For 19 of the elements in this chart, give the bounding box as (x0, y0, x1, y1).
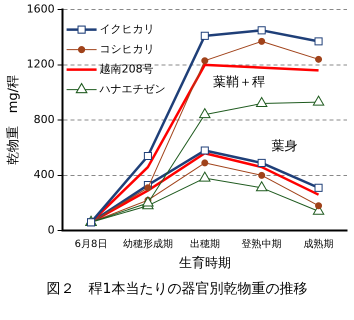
x-tick-label: 登熟中期 (242, 238, 282, 250)
legend-label: イクヒカリ (100, 22, 155, 36)
x-tick-label: 6月8日 (74, 239, 108, 250)
x-tick-label: 幼穂形成期 (122, 238, 173, 250)
x-axis-title: 生育時期 (178, 254, 231, 271)
annotation: 葉鞘＋稈 (212, 74, 265, 90)
y-axis-title: 乾物重 mg/稈 (6, 74, 22, 166)
text: 図２ 稈1本当たりの器官別乾物重の推移 (46, 281, 308, 298)
annotation: 葉身 (271, 138, 298, 154)
y-tick-label: 400 (34, 168, 55, 182)
legend-label: 越南208号 (100, 62, 154, 76)
y-tick-label: 1200 (26, 58, 55, 71)
legend-label: ハナエチゼン (98, 82, 166, 96)
y-tick-label: 800 (34, 112, 55, 126)
y-tick-label: 1600 (26, 2, 55, 16)
x-tick-label: 成熟期 (304, 238, 334, 250)
x-tick-label: 出穂期 (190, 238, 220, 250)
y-tick-label: 0 (48, 223, 55, 236)
legend-label: コシヒカリ (100, 42, 155, 56)
